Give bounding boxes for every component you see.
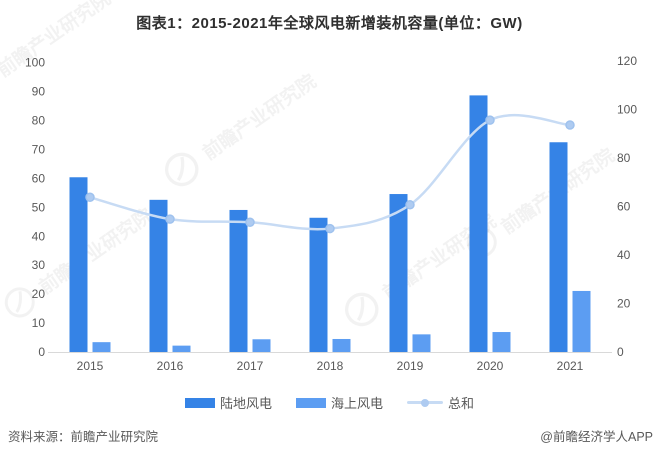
total-point-2019 bbox=[405, 200, 415, 210]
right-axis-tick-20: 20 bbox=[617, 297, 631, 311]
legend-item-total: 总和 bbox=[407, 393, 474, 412]
left-axis-tick-30: 30 bbox=[32, 258, 46, 272]
bar-offshore-wind-2016 bbox=[172, 345, 191, 352]
right-axis-tick-80: 80 bbox=[617, 151, 631, 165]
bar-offshore-wind-2019 bbox=[412, 334, 431, 352]
left-axis-tick-100: 100 bbox=[25, 56, 45, 70]
left-axis-tick-50: 50 bbox=[32, 200, 46, 214]
bar-offshore-wind-2015 bbox=[92, 342, 111, 352]
total-point-2017 bbox=[245, 217, 255, 228]
chart-legend: 陆地风电 海上风电 总和 bbox=[0, 393, 659, 412]
total-point-2015 bbox=[85, 192, 95, 203]
legend-label-onshore: 陆地风电 bbox=[219, 396, 272, 411]
right-axis-tick-60: 60 bbox=[617, 200, 631, 214]
total-point-2018 bbox=[325, 223, 335, 234]
offshore-bar-swatch bbox=[295, 397, 326, 408]
x-axis-label-2017: 2017 bbox=[237, 359, 264, 373]
total-line-swatch bbox=[407, 398, 443, 408]
bar-offshore-wind-2020 bbox=[492, 332, 511, 352]
bar-onshore-wind-2018 bbox=[309, 217, 328, 352]
x-axis-label-2016: 2016 bbox=[157, 359, 184, 373]
bar-onshore-wind-2015 bbox=[69, 177, 88, 352]
left-axis-tick-80: 80 bbox=[32, 114, 46, 128]
x-axis-label-2015: 2015 bbox=[77, 359, 104, 373]
bar-onshore-wind-2017 bbox=[229, 209, 248, 352]
left-axis-tick-60: 60 bbox=[32, 171, 46, 185]
left-axis-tick-40: 40 bbox=[32, 229, 46, 243]
legend-label-total: 总和 bbox=[448, 396, 475, 411]
bar-offshore-wind-2018 bbox=[332, 338, 351, 352]
right-axis-tick-120: 120 bbox=[617, 54, 637, 68]
wind-capacity-chart: 0 10 20 30 40 50 60 70 80 90 100 0 20 40 60 80 100 120 201… bbox=[25, 54, 637, 373]
total-point-2020 bbox=[485, 115, 495, 125]
x-axis-label-2021: 2021 bbox=[557, 359, 584, 373]
legend-item-offshore: 海上风电 bbox=[295, 393, 383, 412]
right-axis-tick-100: 100 bbox=[617, 103, 637, 117]
x-axis-label-2018: 2018 bbox=[317, 359, 344, 373]
left-axis-tick-70: 70 bbox=[32, 142, 46, 156]
bar-onshore-wind-2021 bbox=[549, 142, 568, 352]
credit-note: @前瞻经济学人APP bbox=[540, 430, 653, 444]
bar-onshore-wind-2020 bbox=[469, 95, 488, 352]
chart-title: 图表1：2015-2021年全球风电新增装机容量(单位：GW) bbox=[136, 15, 523, 32]
bar-offshore-wind-2021 bbox=[572, 290, 591, 352]
source-note: 资料来源：前瞻产业研究院 bbox=[8, 430, 159, 444]
x-axis-label-2019: 2019 bbox=[397, 359, 424, 373]
left-axis-tick-20: 20 bbox=[32, 287, 46, 301]
left-axis-tick-90: 90 bbox=[32, 85, 46, 99]
right-axis-tick-0: 0 bbox=[617, 345, 624, 359]
total-point-2021 bbox=[565, 120, 575, 130]
left-axis-tick-10: 10 bbox=[32, 316, 46, 330]
total-point-2016 bbox=[165, 214, 175, 224]
right-axis-tick-40: 40 bbox=[617, 248, 631, 262]
legend-label-offshore: 海上风电 bbox=[330, 396, 383, 411]
legend-item-onshore: 陆地风电 bbox=[184, 393, 272, 412]
line-swatch-marker bbox=[421, 398, 429, 407]
bar-onshore-wind-2019 bbox=[389, 194, 408, 352]
left-axis-tick-0: 0 bbox=[38, 345, 45, 359]
onshore-bar-swatch bbox=[184, 397, 215, 408]
bar-offshore-wind-2017 bbox=[252, 339, 271, 352]
x-axis-label-2020: 2020 bbox=[477, 359, 504, 373]
bar-onshore-wind-2016 bbox=[149, 199, 168, 352]
